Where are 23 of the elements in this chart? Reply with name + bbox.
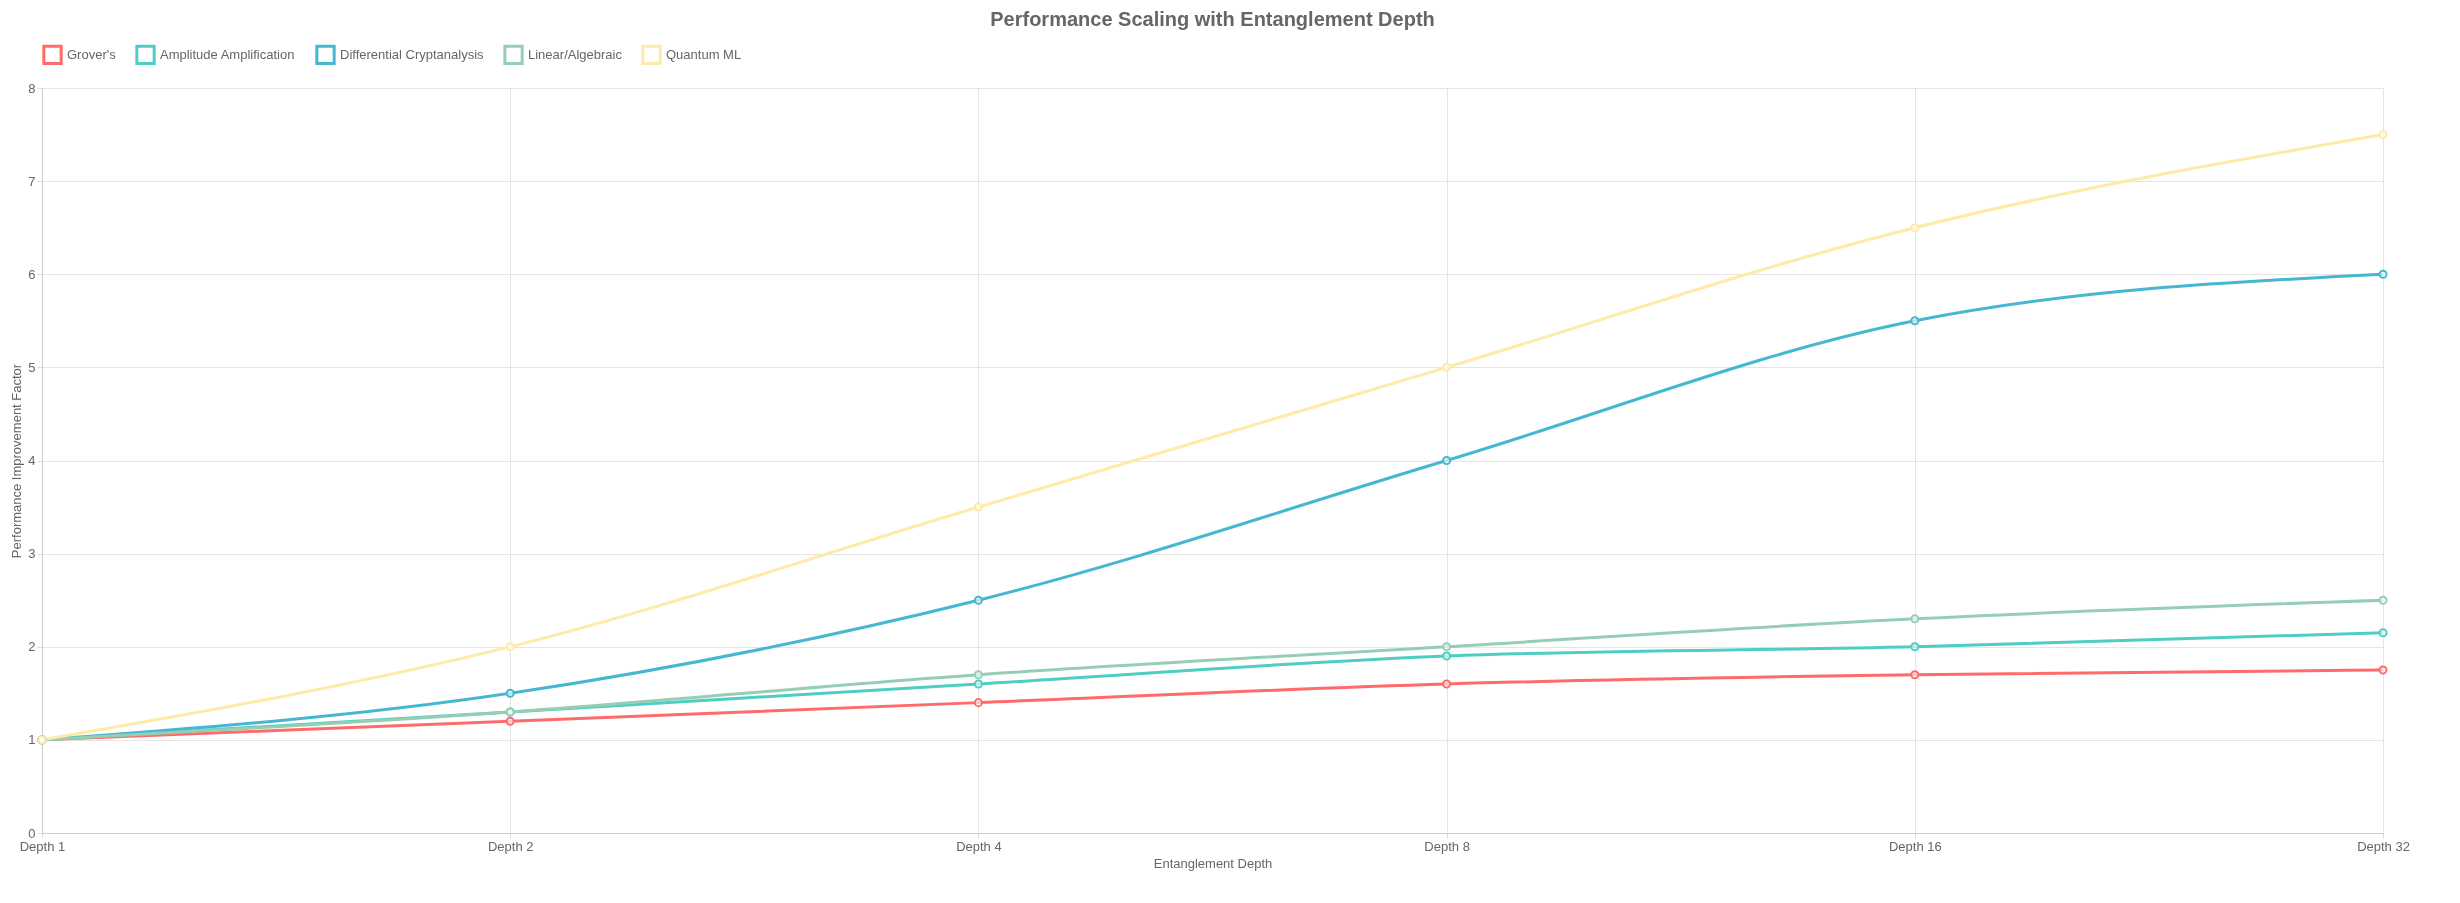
y-tick-label: 4 xyxy=(28,453,36,468)
x-tick-label: Depth 1 xyxy=(19,838,66,854)
legend-label: Quantum ML xyxy=(666,46,742,62)
x-tick-label: Depth 16 xyxy=(1888,838,1942,854)
x-tick-label: Depth 4 xyxy=(956,838,1002,854)
x-tick-label: Depth 32 xyxy=(2357,838,2410,854)
y-tick-label: 2 xyxy=(28,639,36,655)
y-tick-label: 6 xyxy=(28,266,36,282)
y-tick-label: 3 xyxy=(28,546,36,562)
chart-title: Performance Scaling with Entanglement Depth xyxy=(990,8,1435,30)
y-tick-label: 7 xyxy=(28,173,36,189)
legend-label: Grover's xyxy=(67,46,117,62)
y-axis-title: Performance Improvement Factor xyxy=(9,363,25,559)
x-tick-label: Depth 8 xyxy=(1424,838,1470,854)
legend-label: Linear/Algebraic xyxy=(528,46,623,62)
x-tick-label: Depth 2 xyxy=(487,838,534,854)
y-tick-label: 8 xyxy=(28,80,36,96)
y-tick-label: 1 xyxy=(28,732,36,748)
x-axis-title: Entanglement Depth xyxy=(1153,855,1273,871)
y-tick-label: 0 xyxy=(28,825,36,841)
y-tick-label: 5 xyxy=(28,359,36,375)
legend-label: Differential Cryptanalysis xyxy=(340,46,485,62)
legend-label: Amplitude Amplification xyxy=(160,46,295,62)
